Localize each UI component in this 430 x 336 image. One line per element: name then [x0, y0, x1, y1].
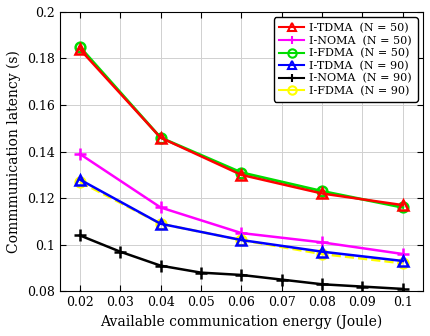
Y-axis label: Commmunication latency (s): Commmunication latency (s): [7, 50, 22, 253]
X-axis label: Available communication energy (Joule): Available communication energy (Joule): [100, 315, 382, 329]
Legend: I-TDMA  (N = 50), I-NOMA  (N = 50), I-FDMA  (N = 50), I-TDMA  (N = 90), I-NOMA  : I-TDMA (N = 50), I-NOMA (N = 50), I-FDMA…: [274, 17, 418, 101]
